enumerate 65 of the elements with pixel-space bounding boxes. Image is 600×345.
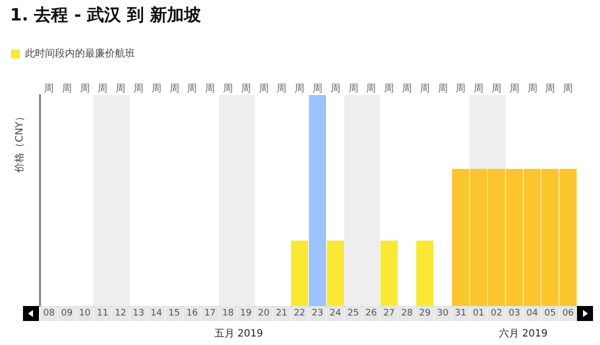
text: 周	[563, 84, 574, 94]
text: 周	[62, 84, 72, 94]
x-tick-label: 25	[348, 308, 359, 318]
text: 周	[366, 84, 376, 94]
x-tick-label: 24	[330, 308, 342, 318]
text: 周	[456, 84, 466, 94]
x-tick-label: 31	[454, 308, 466, 318]
text: 周	[133, 84, 144, 94]
text: 周	[474, 84, 484, 94]
x-tick-label: 01	[472, 308, 484, 318]
text: 六月 2019	[498, 328, 548, 340]
x-tick-label: 23	[312, 308, 324, 318]
x-tick-label: 16	[186, 308, 198, 318]
x-tick-label: 12	[114, 308, 126, 318]
text: 周	[187, 84, 198, 94]
x-tick-label: 30	[437, 308, 449, 318]
text: 周	[330, 84, 340, 94]
text: 周	[509, 84, 520, 94]
text: 周	[438, 84, 448, 94]
x-tick-label: 08	[43, 308, 55, 318]
x-tick-label: 29	[419, 308, 431, 318]
text: 周	[205, 84, 216, 94]
x-tick-label: 27	[383, 308, 395, 318]
text: 周	[420, 84, 430, 94]
text: 周	[348, 84, 358, 94]
text: 周	[491, 84, 502, 94]
text: 周	[151, 84, 162, 94]
x-tick-label: 14	[150, 308, 162, 318]
x-tick-label: 28	[401, 308, 413, 318]
text: 周	[222, 84, 233, 94]
x-tick-label: 17	[204, 308, 216, 318]
text: 周	[116, 84, 126, 94]
x-tick-label: 19	[240, 308, 252, 318]
x-tick-label: 05	[544, 308, 556, 318]
text: 周	[402, 84, 412, 94]
x-tick-label: 22	[294, 308, 306, 318]
x-tick-label: 09	[61, 308, 73, 318]
text: 周	[545, 84, 556, 94]
text: 周	[312, 84, 322, 94]
x-tick-label: 06	[562, 308, 574, 318]
text: 周	[276, 84, 287, 94]
text: 周	[44, 84, 54, 94]
x-tick-label: 10	[79, 308, 91, 318]
chart-title: 1. 去程 - 武汉 到 新加坡	[10, 6, 202, 26]
x-tick-label: 03	[508, 308, 520, 318]
x-tick-label: 18	[222, 308, 234, 318]
x-tick-label: 02	[490, 308, 502, 318]
text: 周	[240, 84, 251, 94]
legend-label: 此时间段内的最廉价航班	[25, 48, 135, 60]
x-tick-label: 04	[526, 308, 538, 318]
text: 周	[294, 84, 305, 94]
x-tick-label: 21	[276, 308, 288, 318]
x-tick-label: 26	[365, 308, 378, 318]
text: 周	[258, 84, 269, 94]
text: 周	[384, 84, 394, 94]
text: 周	[80, 84, 90, 94]
text: 周	[527, 84, 538, 94]
x-tick-label: 11	[96, 308, 108, 318]
x-tick-label: 20	[258, 308, 270, 318]
text: 周	[169, 84, 180, 94]
text: 五月 2019	[214, 328, 264, 340]
text: 周	[98, 84, 108, 94]
x-tick-label: 15	[168, 308, 180, 318]
y-axis-title: 价格（CNY）	[14, 112, 26, 174]
x-tick-label: 13	[132, 308, 144, 318]
